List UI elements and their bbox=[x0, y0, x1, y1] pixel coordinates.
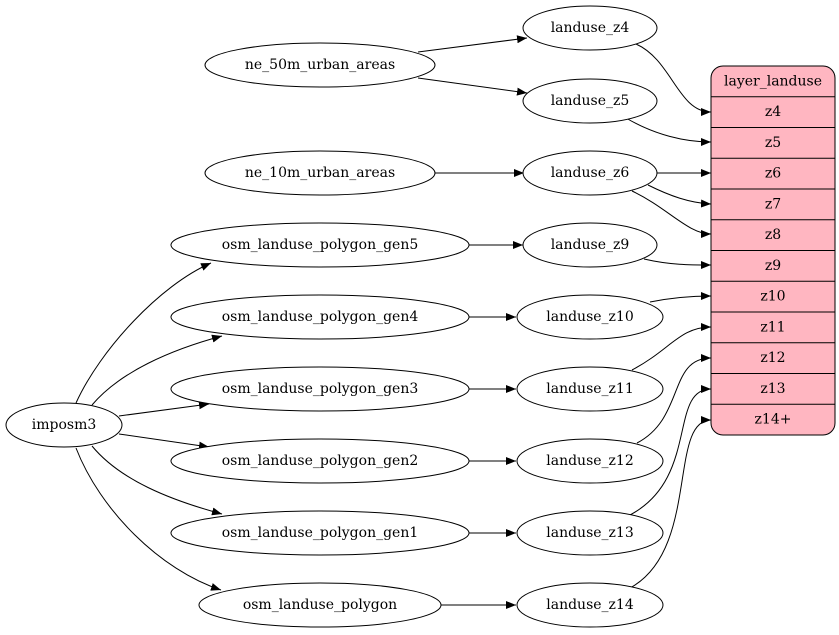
edge-z13-layer-z13 bbox=[627, 385, 712, 517]
node-polygon: osm_landuse_polygon bbox=[198, 582, 442, 628]
node-gen2: osm_landuse_polygon_gen2 bbox=[170, 438, 470, 484]
node-gen5: osm_landuse_polygon_gen5 bbox=[170, 222, 470, 268]
node-imposm3: imposm3 bbox=[5, 402, 123, 448]
edge-imposm3-gen5 bbox=[75, 262, 212, 404]
node-landuse-z9: landuse_z9 bbox=[522, 222, 658, 268]
node-landuse-z11: landuse_z11 bbox=[516, 366, 664, 412]
node-landuse-z4: landuse_z4 bbox=[522, 5, 658, 51]
node-label: ne_50m_urban_areas bbox=[245, 57, 395, 73]
edge-imposm3-polygon bbox=[75, 447, 222, 591]
node-ne-10m-urban-areas: ne_10m_urban_areas bbox=[204, 150, 436, 196]
edge-z14-layer-z14 bbox=[629, 416, 712, 589]
edge-ne50-z4 bbox=[417, 35, 528, 53]
node-landuse-z5: landuse_z5 bbox=[522, 78, 658, 124]
node-label: osm_landuse_polygon_gen5 bbox=[222, 237, 419, 253]
node-label: landuse_z12 bbox=[546, 453, 633, 469]
record-field-z4: z4 bbox=[765, 104, 781, 120]
node-label: osm_landuse_polygon_gen2 bbox=[222, 453, 419, 469]
node-gen1: osm_landuse_polygon_gen1 bbox=[170, 510, 470, 556]
node-gen3: osm_landuse_polygon_gen3 bbox=[170, 366, 470, 412]
edge-z6-layer-z8 bbox=[631, 190, 712, 238]
node-label: imposm3 bbox=[32, 417, 97, 433]
node-landuse-z14: landuse_z14 bbox=[516, 582, 664, 628]
node-landuse-z13: landuse_z13 bbox=[516, 510, 664, 556]
node-label: landuse_z9 bbox=[551, 237, 630, 253]
node-label: landuse_z14 bbox=[546, 597, 634, 613]
node-label: landuse_z10 bbox=[546, 309, 633, 325]
edge-z11-layer-z11 bbox=[631, 323, 712, 371]
record-field-z8: z8 bbox=[765, 227, 781, 243]
node-label: landuse_z4 bbox=[551, 20, 630, 36]
edge-imposm3-gen4 bbox=[91, 334, 223, 406]
edge-imposm3-gen1 bbox=[91, 445, 223, 516]
edge-z12-layer-z12 bbox=[636, 354, 712, 444]
edges bbox=[75, 35, 712, 609]
edge-z10-layer-z10 bbox=[649, 292, 712, 303]
edge-imposm3-gen3 bbox=[118, 401, 210, 417]
node-label: osm_landuse_polygon_gen1 bbox=[222, 525, 419, 541]
record-field-z13: z13 bbox=[760, 381, 785, 397]
node-label: landuse_z6 bbox=[551, 165, 630, 181]
node-landuse-z12: landuse_z12 bbox=[516, 438, 664, 484]
edge-ne50-z5 bbox=[417, 77, 528, 96]
record-field-z11: z11 bbox=[760, 319, 785, 335]
record-field-z14plus: z14+ bbox=[755, 412, 792, 428]
record-field-z5: z5 bbox=[765, 135, 781, 151]
edge-z4-layer-z4 bbox=[635, 43, 712, 116]
node-gen4: osm_landuse_polygon_gen4 bbox=[170, 294, 470, 340]
edge-z6-layer-z7 bbox=[647, 184, 712, 208]
record-field-z9: z9 bbox=[765, 258, 781, 274]
record-field-z10: z10 bbox=[760, 289, 785, 305]
record-field-z7: z7 bbox=[765, 196, 781, 212]
node-label: ne_10m_urban_areas bbox=[245, 165, 395, 181]
node-label: landuse_z11 bbox=[546, 381, 633, 397]
node-label: osm_landuse_polygon_gen4 bbox=[222, 309, 419, 325]
node-ne-50m-urban-areas: ne_50m_urban_areas bbox=[204, 42, 436, 88]
layer-landuse-record: layer_landuse z4 z5 z6 z7 z8 z9 z10 z11 z12 z13 z1… bbox=[710, 65, 836, 436]
node-label: osm_landuse_polygon bbox=[243, 597, 397, 613]
record-title: layer_landuse bbox=[724, 74, 822, 90]
node-label: osm_landuse_polygon_gen3 bbox=[222, 381, 419, 397]
node-label: landuse_z5 bbox=[551, 93, 630, 109]
edge-z9-layer-z9 bbox=[643, 258, 712, 269]
node-label: landuse_z13 bbox=[546, 525, 633, 541]
record-field-z6: z6 bbox=[765, 166, 781, 182]
node-landuse-z6: landuse_z6 bbox=[522, 150, 658, 196]
edge-imposm3-gen2 bbox=[118, 433, 210, 450]
edge-z5-layer-z5 bbox=[625, 117, 712, 146]
record-field-z12: z12 bbox=[760, 350, 785, 366]
node-landuse-z10: landuse_z10 bbox=[516, 294, 664, 340]
